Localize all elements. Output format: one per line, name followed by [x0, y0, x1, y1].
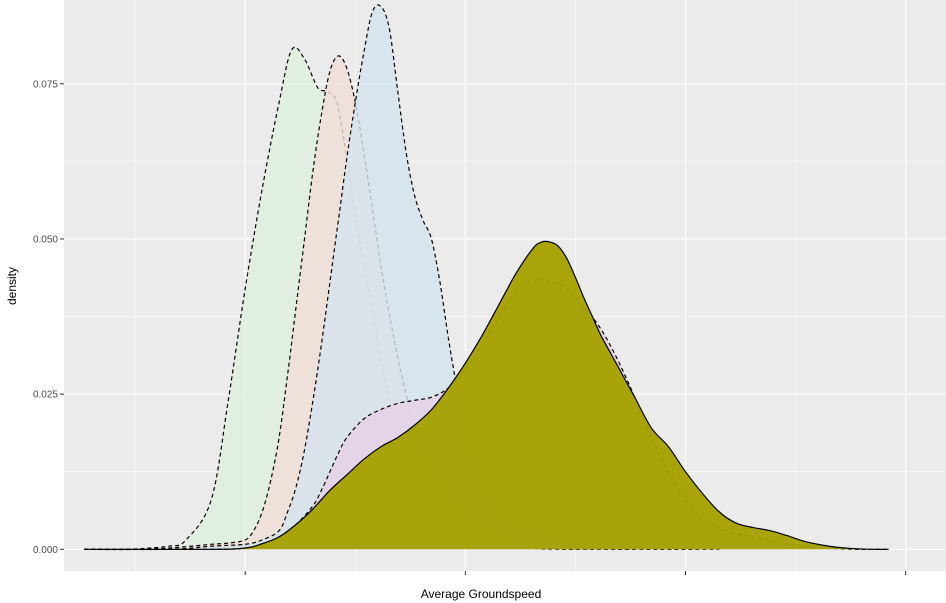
y-tick-label: 0.000 — [33, 545, 58, 556]
y-axis-title: density — [5, 267, 19, 305]
y-tick-label: 0.075 — [33, 79, 58, 90]
x-axis-title: Average Groundspeed — [421, 587, 542, 601]
y-tick-label: 0.025 — [33, 390, 58, 401]
density-area-5 — [84, 240, 889, 550]
x-axis — [244, 571, 907, 575]
density-areas — [84, 4, 889, 551]
y-tick-label: 0.050 — [33, 234, 58, 245]
y-axis: 0.000 0.025 0.050 0.075 — [33, 79, 64, 556]
